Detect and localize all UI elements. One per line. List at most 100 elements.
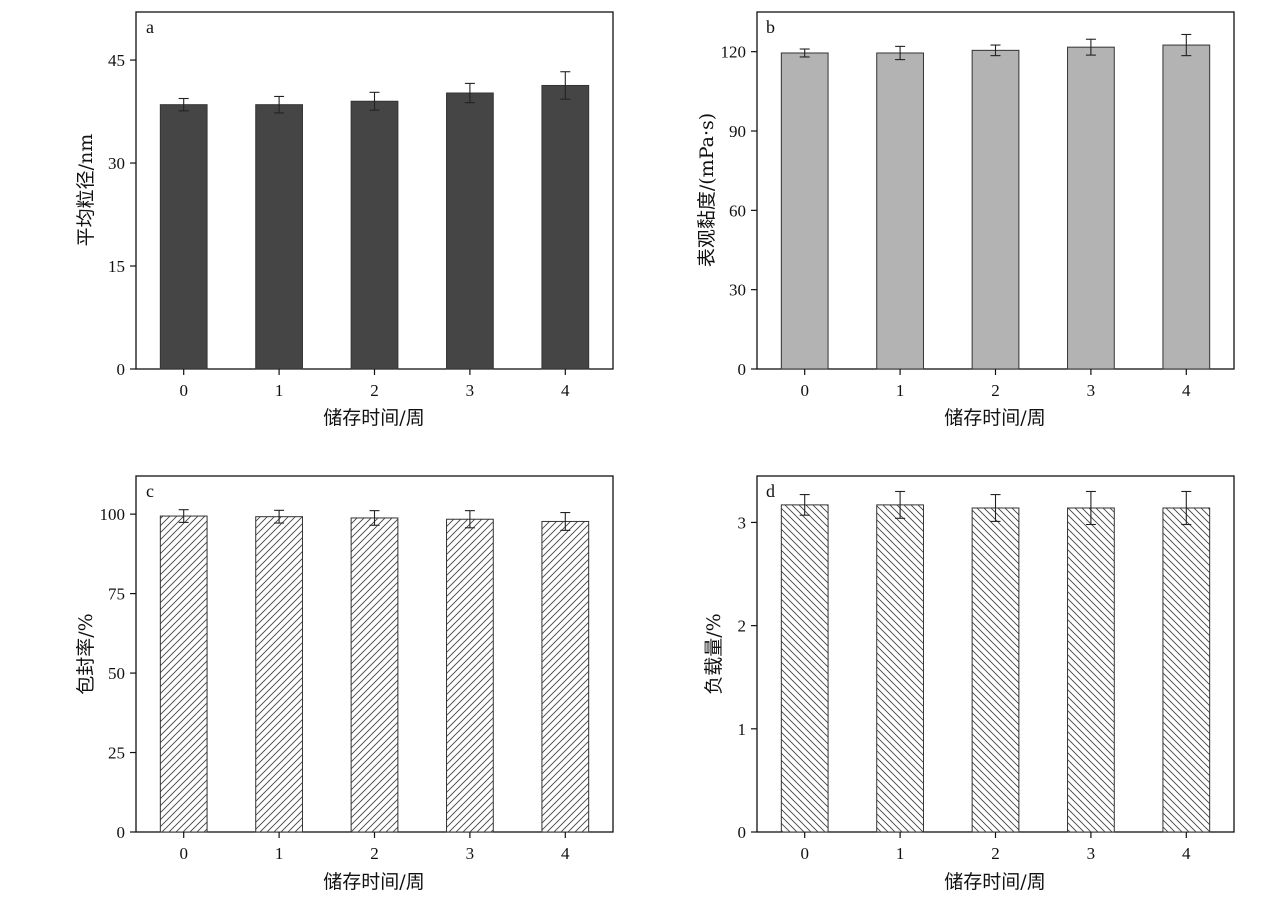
x-tick-label-c-2: 2 (370, 844, 379, 863)
bars-a (159, 84, 590, 370)
x-tick-label-d-4: 4 (1182, 844, 1191, 863)
panel-d: d 负载量/% 储存时间/周 0 1 2 3 0 1 2 3 4 (703, 475, 1235, 893)
x-tick-label-b-2: 2 (991, 381, 1000, 400)
y-ticks-c: 0 25 50 75 100 (100, 505, 136, 842)
x-tick-label-a-4: 4 (561, 381, 570, 400)
bars-b (780, 44, 1211, 370)
error-bar-b-2 (990, 44, 1001, 57)
bar-a-4 (541, 84, 590, 370)
bar-a-0 (159, 104, 208, 370)
y-tick-label-b-60: 60 (729, 201, 746, 220)
error-bar-d-2 (990, 494, 1001, 522)
error-bar-c-1 (274, 509, 285, 524)
bars-c (159, 515, 590, 833)
y-tick-label-b-30: 30 (729, 281, 746, 300)
y-tick-label-c-75: 75 (108, 585, 125, 604)
x-ticks-b: 0 1 2 3 4 (800, 369, 1191, 400)
y-tick-label-a-0: 0 (117, 360, 126, 379)
x-tick-label-a-1: 1 (275, 381, 284, 400)
y-tick-label-b-90: 90 (729, 122, 746, 141)
x-tick-label-b-4: 4 (1182, 381, 1191, 400)
x-tick-label-c-0: 0 (179, 844, 188, 863)
y-tick-label-b-120: 120 (721, 43, 747, 62)
bar-d-2 (971, 507, 1020, 833)
bars-d (780, 504, 1211, 833)
panel-label-c: c (146, 481, 154, 501)
y-tick-label-c-25: 25 (108, 744, 125, 763)
panel-label-d: d (766, 481, 775, 501)
y-ticks-a: 0 15 30 45 (108, 51, 136, 379)
error-bar-a-0 (178, 97, 189, 112)
x-tick-label-b-1: 1 (896, 381, 905, 400)
x-tick-label-c-4: 4 (561, 844, 570, 863)
y-axis-title-c: 包封率/% (75, 613, 97, 694)
bar-c-2 (350, 517, 399, 833)
bar-a-1 (255, 104, 303, 370)
error-bar-b-0 (799, 48, 810, 58)
error-bar-d-3 (1085, 490, 1096, 526)
y-tick-label-d-0: 0 (738, 823, 747, 842)
x-axis-title-a: 储存时间/周 (323, 407, 424, 429)
y-tick-label-c-50: 50 (108, 664, 125, 683)
x-tick-label-d-1: 1 (896, 844, 905, 863)
bar-c-1 (255, 516, 303, 833)
error-bars-b (799, 33, 1192, 61)
y-axis-title-a: 平均粒径/nm (75, 134, 97, 247)
y-tick-label-a-15: 15 (108, 257, 125, 276)
bar-b-3 (1067, 46, 1115, 370)
x-tick-label-a-0: 0 (179, 381, 188, 400)
y-ticks-b: 0 30 60 90 120 (721, 43, 757, 379)
error-bars-c (178, 509, 571, 531)
y-tick-label-a-30: 30 (108, 154, 125, 173)
bar-c-4 (541, 520, 590, 833)
bar-a-3 (446, 92, 494, 370)
x-tick-label-b-3: 3 (1087, 381, 1096, 400)
y-tick-label-c-100: 100 (100, 505, 126, 524)
bar-d-4 (1162, 507, 1211, 833)
bar-b-0 (780, 52, 829, 370)
error-bar-b-3 (1085, 38, 1096, 56)
x-axis-title-d: 储存时间/周 (944, 871, 1045, 893)
error-bar-c-3 (464, 510, 475, 529)
panel-a: a 平均粒径/nm 储存时间/周 0 15 30 45 0 1 2 3 4 (75, 11, 614, 429)
y-tick-label-c-0: 0 (117, 823, 126, 842)
error-bar-d-1 (895, 490, 906, 519)
y-ticks-d: 0 1 2 3 (738, 513, 757, 842)
x-tick-label-d-2: 2 (991, 844, 1000, 863)
x-ticks-c: 0 1 2 3 4 (179, 832, 570, 863)
error-bar-c-4 (560, 512, 571, 531)
y-tick-label-a-45: 45 (108, 51, 125, 70)
panel-label-b: b (766, 17, 775, 37)
bar-b-1 (876, 52, 924, 370)
y-tick-label-b-0: 0 (738, 360, 747, 379)
error-bar-c-2 (369, 510, 380, 526)
error-bar-a-1 (274, 95, 285, 114)
y-tick-label-d-2: 2 (738, 617, 747, 636)
error-bar-b-4 (1181, 33, 1192, 57)
error-bar-a-2 (369, 91, 380, 111)
y-tick-label-d-1: 1 (738, 720, 747, 739)
panel-label-a: a (146, 17, 154, 37)
panel-c: c 包封率/% 储存时间/周 0 25 50 75 100 0 1 2 3 4 (75, 475, 614, 893)
bar-c-3 (446, 518, 494, 833)
bar-d-1 (876, 504, 924, 833)
x-tick-label-c-1: 1 (275, 844, 284, 863)
bar-d-0 (780, 504, 829, 833)
error-bar-a-3 (464, 82, 475, 104)
x-axis-title-c: 储存时间/周 (323, 871, 424, 893)
error-bar-d-0 (799, 494, 810, 516)
x-tick-label-a-3: 3 (466, 381, 475, 400)
y-tick-label-d-3: 3 (738, 513, 747, 532)
error-bar-c-0 (178, 509, 189, 523)
y-axis-title-d: 负载量/% (703, 613, 725, 694)
x-ticks-a: 0 1 2 3 4 (179, 369, 570, 400)
error-bars-a (178, 71, 571, 114)
bar-d-3 (1067, 507, 1115, 833)
x-tick-label-a-2: 2 (370, 381, 379, 400)
x-tick-label-d-3: 3 (1087, 844, 1096, 863)
error-bar-d-4 (1181, 490, 1192, 526)
panel-b: b 表观黏度/(mPa·s) 储存时间/周 0 30 60 90 120 0 1 2 3 4 (696, 11, 1235, 429)
x-axis-title-b: 储存时间/周 (944, 407, 1045, 429)
x-tick-label-b-0: 0 (800, 381, 809, 400)
